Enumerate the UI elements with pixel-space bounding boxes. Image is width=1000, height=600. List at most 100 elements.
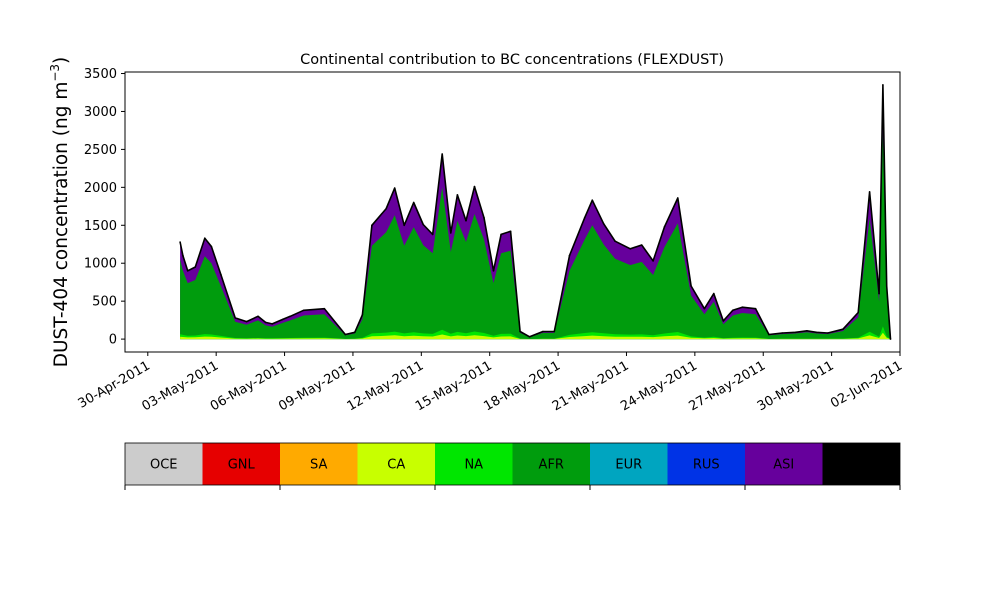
total-point xyxy=(827,332,829,334)
legend-label-asi: ASI xyxy=(773,458,794,473)
x-tick-label: 21-May-2011 xyxy=(550,358,632,414)
x-tick-label: 18-May-2011 xyxy=(481,358,563,414)
legend-swatch-rus xyxy=(667,443,745,485)
legend-colorbar: OCE GNL SA CA NA AFR EUR RUS ASI AUS xyxy=(124,442,901,490)
y-tick-label: 1000 xyxy=(84,257,117,272)
total-point xyxy=(542,330,544,333)
total-point xyxy=(583,216,586,219)
y-tick-label: 500 xyxy=(92,295,117,310)
legend-swatch-ca xyxy=(357,443,435,485)
total-point xyxy=(536,333,538,335)
total-point xyxy=(677,197,679,199)
y-axis-label: DUST-404 concentration (ng m−3) xyxy=(48,57,72,368)
total-point xyxy=(422,223,425,226)
total-point xyxy=(602,223,605,225)
total-point xyxy=(450,232,452,234)
total-point xyxy=(519,330,521,333)
plot-area xyxy=(179,84,892,340)
x-tick-label: 12-May-2011 xyxy=(345,358,427,414)
total-point xyxy=(652,260,654,262)
x-tick-label: 03-May-2011 xyxy=(140,358,222,414)
axes-frame xyxy=(124,71,901,353)
total-point xyxy=(323,307,326,310)
x-tick-label: 02-Jun-2011 xyxy=(828,358,905,411)
total-point xyxy=(768,333,770,336)
total-point xyxy=(210,245,213,248)
total-point xyxy=(703,307,706,310)
total-point xyxy=(234,317,236,319)
total-point xyxy=(492,270,495,272)
x-tick-label: 27-May-2011 xyxy=(687,358,769,414)
y-tick-label: 3000 xyxy=(84,105,117,120)
total-point xyxy=(281,318,284,321)
total-point xyxy=(663,226,666,228)
x-tick-label: 06-May-2011 xyxy=(208,358,290,414)
legend-label-eur: EUR xyxy=(615,458,642,473)
legend-swatch-asi xyxy=(745,443,823,485)
y-axis-label-end: ) xyxy=(51,57,72,64)
x-tick-label: 09-May-2011 xyxy=(276,358,358,414)
legend-label-rus: RUS xyxy=(693,458,720,473)
total-point xyxy=(371,224,373,227)
area-afr xyxy=(180,130,891,340)
total-point xyxy=(264,321,267,324)
legend-swatch-afr xyxy=(512,443,590,485)
total-point xyxy=(473,185,476,188)
total-point xyxy=(344,333,347,336)
legend-frame xyxy=(124,442,901,486)
y-tick-label: 2000 xyxy=(84,181,117,196)
total-point xyxy=(393,187,396,189)
total-point xyxy=(754,307,757,310)
y-tick-label: 2500 xyxy=(84,143,117,158)
total-point xyxy=(885,285,888,287)
y-tick-label: 0 xyxy=(109,333,117,348)
total-point xyxy=(713,292,715,295)
total-point xyxy=(794,331,797,334)
y-axis-label-main: DUST-404 concentration (ng m xyxy=(51,82,72,368)
total-point xyxy=(271,323,274,325)
legend-label-gnl: GNL xyxy=(228,458,256,473)
total-point xyxy=(456,194,459,196)
x-axis: 30-Apr-201103-May-201106-May-201109-May-… xyxy=(76,352,905,414)
total-point xyxy=(257,315,259,318)
total-point xyxy=(403,224,406,227)
total-point xyxy=(194,266,197,268)
total-point xyxy=(186,270,189,272)
total-point xyxy=(732,309,734,312)
total-point xyxy=(354,331,356,334)
x-tick-label: 24-May-2011 xyxy=(618,358,700,414)
total-point xyxy=(882,84,884,86)
total-point xyxy=(889,338,892,340)
y-tick-label: 1500 xyxy=(84,219,117,234)
y-axis-label-sup: −3 xyxy=(48,64,62,82)
total-point xyxy=(741,306,744,309)
chart-title: Continental contribution to BC concentra… xyxy=(300,52,724,68)
total-point xyxy=(640,244,643,246)
total-point xyxy=(857,311,859,314)
total-point xyxy=(614,240,616,242)
legend-label-na: NA xyxy=(464,458,483,473)
total-point xyxy=(842,328,844,331)
total-point xyxy=(483,216,485,219)
legend-swatch-eur xyxy=(590,443,668,485)
legend-swatch-gnl xyxy=(202,443,280,485)
legend-label-aus: AUS xyxy=(848,458,875,473)
total-point xyxy=(591,199,594,201)
total-point xyxy=(553,330,556,333)
total-point xyxy=(182,254,184,257)
total-point xyxy=(179,241,181,243)
total-point xyxy=(528,336,531,338)
total-point xyxy=(302,309,305,312)
legend-label-oce: OCE xyxy=(150,458,178,473)
total-point xyxy=(868,191,871,193)
total-point xyxy=(629,248,632,250)
legend-label-sa: SA xyxy=(310,458,327,473)
legend-swatch-aus xyxy=(822,443,900,485)
total-line xyxy=(179,84,892,340)
total-point xyxy=(815,331,818,334)
total-point xyxy=(220,273,222,276)
total-point xyxy=(722,320,725,322)
total-point xyxy=(690,285,692,287)
